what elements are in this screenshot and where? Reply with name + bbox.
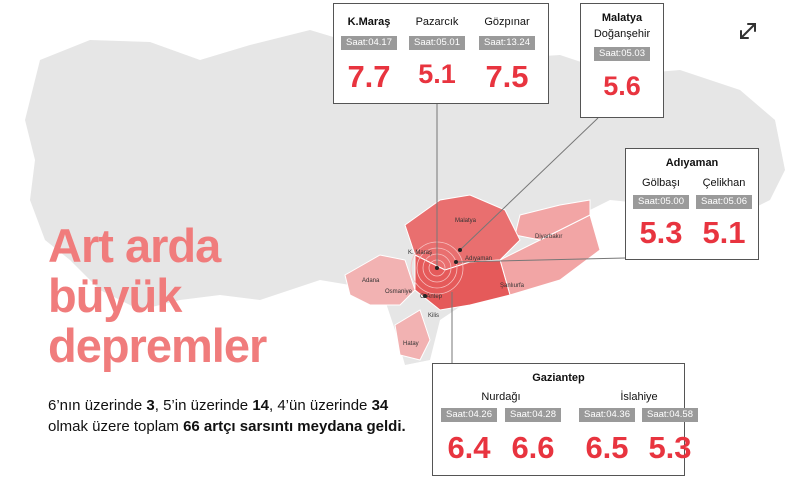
time-badge: Saat:05.01 — [409, 36, 465, 50]
magnitude: 6.6 — [511, 430, 555, 465]
district-name: Çelikhan — [702, 177, 746, 189]
region-province — [344, 254, 416, 306]
province-name: Gaziantep — [532, 372, 585, 384]
headline: Art arda — [48, 219, 221, 272]
summary-number: 14 — [252, 397, 269, 414]
summary-text: , 4’ün üzerinde — [269, 397, 372, 414]
callout: Gaziantep Nurdağı İslahiye Saat:04.26 Sa… — [432, 363, 698, 476]
time-badge: Saat:04.58 — [642, 408, 698, 422]
summary-number: 34 — [371, 397, 389, 414]
callout: Malatya Doğanşehir Saat:05.03 5.6 — [580, 3, 664, 118]
magnitude: 6.5 — [585, 430, 629, 465]
district-name: Gözpınar — [484, 16, 530, 28]
district-name: Nurdağı — [481, 391, 521, 403]
magnitude: 5.1 — [702, 215, 746, 250]
magnitude: 7.7 — [347, 59, 391, 94]
map-label: Malatya — [455, 218, 477, 224]
province-name: Malatya — [601, 12, 643, 24]
time-badge: Saat:04.17 — [341, 36, 397, 50]
magnitude: 6.4 — [447, 430, 491, 465]
summary: 6’nın üzerinde 3, 5’in üzerinde 14, 4’ün… — [48, 395, 408, 437]
district-name: K.Maraş — [347, 16, 391, 28]
district-name: Gölbaşı — [642, 177, 680, 189]
time-badge: Saat:04.28 — [505, 408, 561, 422]
district-name: İslahiye — [620, 391, 658, 403]
map-label: Hatay — [403, 341, 419, 347]
headline: büyük — [48, 269, 182, 322]
epicenter-dots — [423, 248, 462, 298]
magnitude: 7.5 — [485, 59, 529, 94]
time-badge: Saat:05.06 — [696, 195, 752, 209]
map-label: Kilis — [428, 313, 439, 319]
map-label: Şanlıurfa — [500, 283, 525, 289]
province-name: Adıyaman — [665, 157, 719, 169]
magnitude: 5.6 — [603, 71, 641, 101]
summary-text: olmak üzere toplam — [48, 418, 184, 435]
map-label: Adana — [362, 278, 380, 284]
map-label: Adıyaman — [465, 256, 492, 262]
map-label: Diyarbakır — [535, 234, 562, 240]
summary-number: 66 artçı sarsıntı meydana geldi. — [183, 418, 406, 435]
summary-text: 6’nın üzerinde — [48, 397, 147, 414]
time-badge: Saat:13.24 — [479, 36, 535, 50]
map-label: Osmaniye — [385, 289, 413, 295]
map-label: G.Antep — [420, 294, 443, 300]
magnitude: 5.3 — [639, 215, 683, 250]
magnitude: 5.1 — [418, 59, 456, 89]
headline: depremler — [48, 319, 267, 372]
leader-lines — [436, 103, 626, 363]
callout: Adıyaman Gölbaşı Çelikhan Saat:05.00 Saa… — [625, 148, 759, 260]
region-province — [394, 309, 431, 361]
district-name: Pazarcık — [415, 16, 459, 28]
time-badge: Saat:04.26 — [441, 408, 497, 422]
summary-text: , 5’in üzerinde — [154, 397, 253, 414]
district-name: Doğanşehir — [593, 28, 651, 40]
magnitude: 5.3 — [648, 430, 692, 465]
time-badge: Saat:05.03 — [594, 47, 650, 61]
time-badge: Saat:04.36 — [579, 408, 635, 422]
time-badge: Saat:05.00 — [633, 195, 689, 209]
summary-number: 3 — [146, 397, 155, 414]
expand-button[interactable] — [737, 20, 759, 42]
map-label: K. Maraş — [408, 250, 432, 256]
callout: K.Maraş Pazarcık Gözpınar Saat:04.17 Saa… — [333, 3, 549, 104]
